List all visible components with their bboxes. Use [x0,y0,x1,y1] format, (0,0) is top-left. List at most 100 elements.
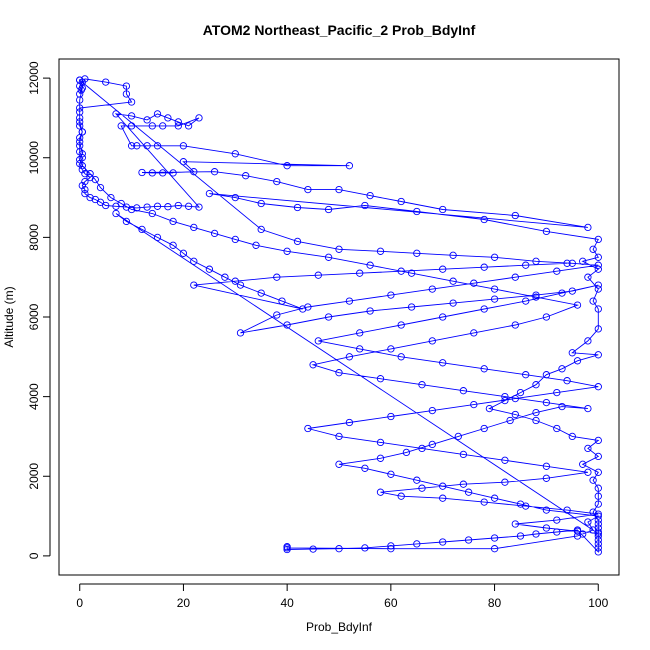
data-point [516,500,525,508]
data-point [304,185,312,194]
data-point [439,359,447,367]
data-point [594,436,602,445]
x-tick-label: 0 [76,596,83,610]
data-point [594,510,602,518]
y-tick-label: 4000 [27,383,41,410]
data-point [81,185,89,194]
data-point [542,313,551,321]
data-point [397,492,405,500]
chart-title: ATOM2 Northeast_Pacific_2 Prob_BdyInf [203,22,476,38]
plot-area [76,75,602,556]
data-point [470,400,478,409]
x-axis: 0 20 40 60 80 100 [76,583,609,610]
data-point [584,337,592,345]
data-point [594,529,602,538]
data-point [439,494,447,502]
data-point [594,500,602,508]
data-point [164,203,172,211]
data-point [532,530,540,538]
data-point [190,223,198,232]
data-point [584,223,592,232]
data-point [257,225,265,234]
data-point [324,253,333,261]
data-point [76,138,84,146]
data-point [159,122,167,130]
data-point [153,110,162,118]
data-point [112,110,120,118]
data-point [257,199,265,208]
data-point [532,381,540,389]
plot-frame [58,58,620,576]
data-point [376,375,385,383]
data-point [402,448,411,457]
data-point [81,189,89,198]
data-point [76,114,84,122]
data-point [532,408,540,417]
data-point [96,183,105,192]
data-point [594,235,602,244]
data-point [594,524,602,532]
data-point [558,289,566,297]
data-point [516,388,525,397]
data-point [413,207,421,216]
data-point [96,198,105,206]
data-point [143,203,151,211]
data-point [366,307,374,315]
x-tick-label: 100 [588,596,608,610]
data-point [573,532,582,540]
data-point [273,177,281,186]
data-point [387,345,395,353]
data-point [252,241,260,249]
data-point [387,412,395,421]
data-point [594,452,602,461]
data-point [589,476,597,484]
data-point [397,197,405,206]
data-point [78,181,86,190]
data-point [594,484,602,492]
data-point [122,90,131,98]
data-point [174,122,182,130]
data-point [174,201,182,210]
data-point [387,291,395,299]
data-point [480,215,488,224]
data-point [127,122,136,130]
y-tick-label: 12000 [27,61,41,95]
data-point [376,454,385,462]
data-point [573,357,582,365]
data-point [568,259,576,267]
data-point [231,277,239,285]
data-point [532,257,540,265]
data-point [309,361,317,369]
data-point [366,191,374,200]
y-axis: 0 2000 4000 6000 8000 10000 12000 [27,61,51,559]
data-point [231,150,239,158]
data-point [78,84,86,92]
data-point [345,162,354,170]
data-point [584,518,592,526]
data-point [522,371,530,379]
data-point [324,205,333,214]
data-point [122,82,131,90]
data-point [511,273,519,281]
data-point [589,508,597,516]
data-point [418,381,426,389]
data-point [563,506,571,514]
y-tick-label: 0 [27,552,41,559]
data-point [568,287,576,295]
data-point [594,261,602,269]
data-point [335,432,343,441]
data-point [589,297,597,305]
data-point [242,172,250,180]
data-point [594,253,602,261]
data-point [454,432,462,441]
data-point [542,474,551,482]
data-point [553,267,561,275]
data-point [439,313,447,321]
data-point [376,438,385,447]
data-point [480,424,488,433]
data-point [594,492,602,500]
data-point [283,162,291,170]
data-point [133,142,141,150]
